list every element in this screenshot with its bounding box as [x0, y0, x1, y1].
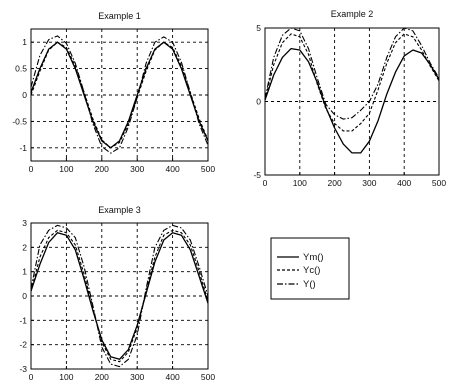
legend: Ym() Yc() Y() — [270, 237, 350, 300]
plot-area: 0 100 200 300 400 500 1 0.5 0 -0.5 -1 — [12, 28, 215, 174]
x-tick-label: 200 — [95, 372, 109, 382]
legend-label-ym: Ym() — [303, 252, 324, 263]
legend-box — [270, 237, 350, 300]
subplot-example-1: Example 1 0 100 200 300 400 500 1 0.5 0 -0.5 -1 — [12, 11, 215, 174]
series-line — [30, 41, 209, 149]
series-line — [30, 41, 209, 149]
x-tick-label: 300 — [362, 178, 376, 188]
series-line — [264, 33, 440, 132]
series-line — [30, 224, 209, 368]
legend-label-y: Y() — [303, 279, 316, 290]
series-line — [30, 229, 209, 363]
x-tick-label: 400 — [397, 178, 411, 188]
x-tick-label: 0 — [29, 372, 34, 382]
subplot-title: Example 1 — [98, 11, 141, 21]
y-tick-label: 1 — [22, 37, 27, 47]
y-tick-label: 0 — [22, 90, 27, 100]
series-line — [30, 232, 209, 360]
subplot-title: Example 2 — [331, 9, 374, 19]
subplot-title: Example 3 — [98, 205, 141, 215]
y-tick-label: 0.5 — [15, 64, 27, 74]
x-tick-label: 400 — [166, 372, 180, 382]
y-tick-label: -3 — [19, 364, 27, 374]
x-tick-label: 500 — [201, 164, 215, 174]
y-tick-label: 5 — [256, 23, 261, 33]
x-tick-label: 200 — [328, 178, 342, 188]
plot-area: 0 100 200 300 400 500 3 2 1 0 -1 -2 -3 — [19, 218, 215, 382]
x-tick-label: 0 — [263, 178, 268, 188]
series-line — [30, 35, 209, 154]
y-tick-label: -5 — [253, 170, 261, 180]
y-tick-label: 0 — [22, 291, 27, 301]
series-line — [264, 47, 440, 154]
x-tick-label: 300 — [130, 372, 144, 382]
y-tick-label: 2 — [22, 242, 27, 252]
y-tick-label: 0 — [256, 97, 261, 107]
x-tick-label: 100 — [293, 178, 307, 188]
x-tick-label: 100 — [59, 164, 73, 174]
y-tick-label: -0.5 — [12, 116, 27, 126]
y-tick-label: 1 — [22, 267, 27, 277]
y-tick-label: -1 — [19, 143, 27, 153]
legend-label-yc: Yc() — [303, 265, 320, 276]
x-tick-label: 500 — [432, 178, 446, 188]
subplot-example-3: Example 3 0 100 200 300 400 500 3 2 1 0 -1 -2 -3 — [19, 205, 215, 382]
x-tick-label: 200 — [95, 164, 109, 174]
x-tick-label: 400 — [166, 164, 180, 174]
y-tick-label: 3 — [22, 218, 27, 228]
y-tick-label: -2 — [19, 340, 27, 350]
x-tick-label: 100 — [59, 372, 73, 382]
y-tick-label: -1 — [19, 315, 27, 325]
x-tick-label: 0 — [29, 164, 34, 174]
x-tick-label: 300 — [130, 164, 144, 174]
x-tick-label: 500 — [201, 372, 215, 382]
series-line — [264, 27, 440, 120]
